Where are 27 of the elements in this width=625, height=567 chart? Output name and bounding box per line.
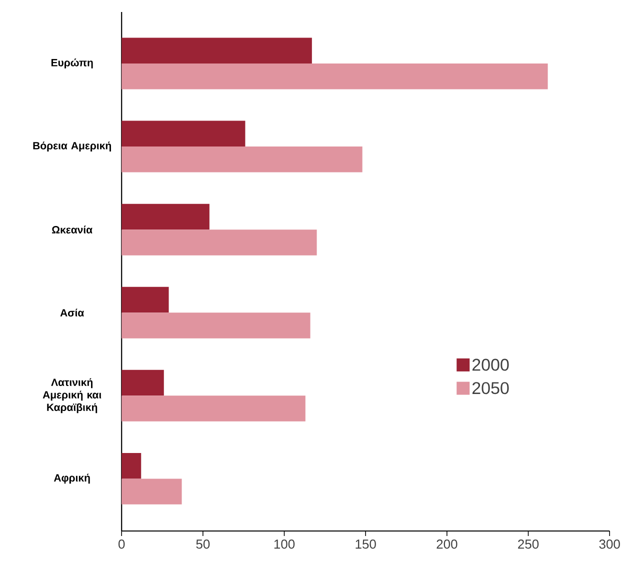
bar	[122, 370, 164, 396]
y-tick-label: Ωκεανία	[52, 226, 92, 234]
bar	[122, 452, 142, 479]
bar	[122, 204, 210, 230]
y-tick-label: Ασία	[60, 308, 84, 317]
bar	[122, 478, 182, 504]
x-tick-label: 200	[436, 540, 458, 549]
bar	[122, 38, 312, 64]
x-tick-label: 300	[599, 540, 620, 549]
x-tick-label: 50	[196, 540, 210, 549]
x-tick-label: 150	[356, 540, 376, 549]
y-tick-label: Ευρώπη	[51, 58, 93, 68]
x-tick-label: 0	[118, 540, 125, 549]
y-tick-label: Αφρική	[54, 474, 90, 484]
y-tick-label: Βόρεια Αμερική	[33, 142, 111, 152]
bar	[122, 286, 169, 313]
x-tick-label: 100	[274, 540, 295, 549]
x-tick-label: 250	[518, 540, 539, 549]
bar	[122, 230, 317, 256]
bar	[122, 63, 548, 90]
y-tick-label: Λατινική Αμερική και Καραϊβική	[42, 378, 102, 414]
legend-label: 2050	[472, 382, 509, 394]
bar	[122, 146, 362, 172]
bar	[122, 120, 246, 147]
bar	[122, 396, 306, 422]
legend-label: 2000	[472, 358, 509, 371]
bar	[122, 312, 310, 338]
